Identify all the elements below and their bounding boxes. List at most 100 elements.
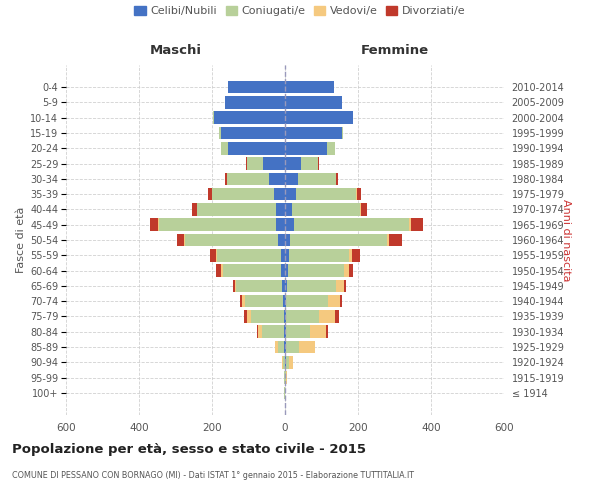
Bar <box>225 96 285 108</box>
Y-axis label: Fasce di età: Fasce di età <box>16 207 26 273</box>
Bar <box>319 310 335 322</box>
Bar <box>274 188 285 200</box>
Bar <box>290 234 387 246</box>
Bar <box>259 326 262 338</box>
Bar <box>301 158 318 170</box>
Bar <box>229 81 285 94</box>
Bar <box>286 310 319 322</box>
Y-axis label: Anni di nascita: Anni di nascita <box>562 198 571 281</box>
Bar <box>284 310 285 322</box>
Bar <box>298 172 336 185</box>
Bar <box>191 203 197 215</box>
Bar <box>247 158 263 170</box>
Text: Popolazione per età, sesso e stato civile - 2015: Popolazione per età, sesso e stato civil… <box>12 442 366 456</box>
Bar <box>278 234 285 246</box>
Bar <box>247 310 251 322</box>
Bar <box>214 112 285 124</box>
Bar <box>242 295 245 308</box>
Bar <box>176 234 184 246</box>
Bar <box>223 264 281 277</box>
Bar <box>286 372 287 384</box>
Bar <box>285 295 286 308</box>
Bar <box>411 218 422 231</box>
Bar <box>246 158 247 170</box>
Bar <box>257 326 259 338</box>
Bar <box>283 295 285 308</box>
Bar <box>344 280 346 292</box>
Bar <box>221 142 229 154</box>
Bar <box>284 326 285 338</box>
Bar <box>285 310 286 322</box>
Bar <box>361 203 367 215</box>
Bar <box>296 188 356 200</box>
Bar <box>212 188 274 200</box>
Bar <box>236 280 282 292</box>
Bar <box>285 188 296 200</box>
Bar <box>158 218 159 231</box>
Legend: Celibi/Nubili, Coniugati/e, Vedovi/e, Divorziati/e: Celibi/Nubili, Coniugati/e, Vedovi/e, Di… <box>134 6 466 16</box>
Bar <box>349 264 353 277</box>
Bar <box>285 234 290 246</box>
Bar <box>286 295 328 308</box>
Bar <box>197 203 276 215</box>
Bar <box>285 81 334 94</box>
Bar <box>213 112 214 124</box>
Bar <box>282 356 283 368</box>
Bar <box>269 172 285 185</box>
Bar <box>294 218 409 231</box>
Bar <box>283 356 284 368</box>
Bar <box>286 326 310 338</box>
Bar <box>185 234 278 246</box>
Bar <box>285 203 292 215</box>
Bar <box>409 218 411 231</box>
Bar <box>225 172 227 185</box>
Bar <box>340 295 343 308</box>
Text: Femmine: Femmine <box>361 44 428 57</box>
Bar <box>262 326 284 338</box>
Bar <box>310 326 326 338</box>
Bar <box>220 127 221 140</box>
Bar <box>344 264 349 277</box>
Bar <box>233 280 235 292</box>
Bar <box>318 158 319 170</box>
Bar <box>289 249 349 262</box>
Bar <box>229 142 285 154</box>
Bar <box>286 340 299 353</box>
Bar <box>281 249 285 262</box>
Bar <box>336 280 344 292</box>
Bar <box>360 203 361 215</box>
Bar <box>285 112 353 124</box>
Bar <box>341 127 343 140</box>
Bar <box>327 142 335 154</box>
Bar <box>263 158 285 170</box>
Bar <box>210 249 215 262</box>
Bar <box>285 340 286 353</box>
Bar <box>285 142 327 154</box>
Bar <box>285 264 288 277</box>
Bar <box>285 127 341 140</box>
Bar <box>326 326 328 338</box>
Bar <box>356 188 361 200</box>
Bar <box>285 172 298 185</box>
Bar <box>285 280 287 292</box>
Bar <box>281 264 285 277</box>
Bar <box>285 158 301 170</box>
Bar <box>245 295 283 308</box>
Bar <box>286 356 289 368</box>
Bar <box>159 218 276 231</box>
Bar <box>282 280 285 292</box>
Bar <box>240 295 242 308</box>
Bar <box>292 203 360 215</box>
Bar <box>275 340 278 353</box>
Bar <box>387 234 389 246</box>
Bar <box>221 264 223 277</box>
Bar <box>284 340 285 353</box>
Bar <box>215 249 217 262</box>
Bar <box>235 280 236 292</box>
Bar <box>287 280 336 292</box>
Bar <box>251 310 284 322</box>
Bar <box>299 340 315 353</box>
Bar <box>285 326 286 338</box>
Bar <box>221 127 285 140</box>
Bar <box>217 249 281 262</box>
